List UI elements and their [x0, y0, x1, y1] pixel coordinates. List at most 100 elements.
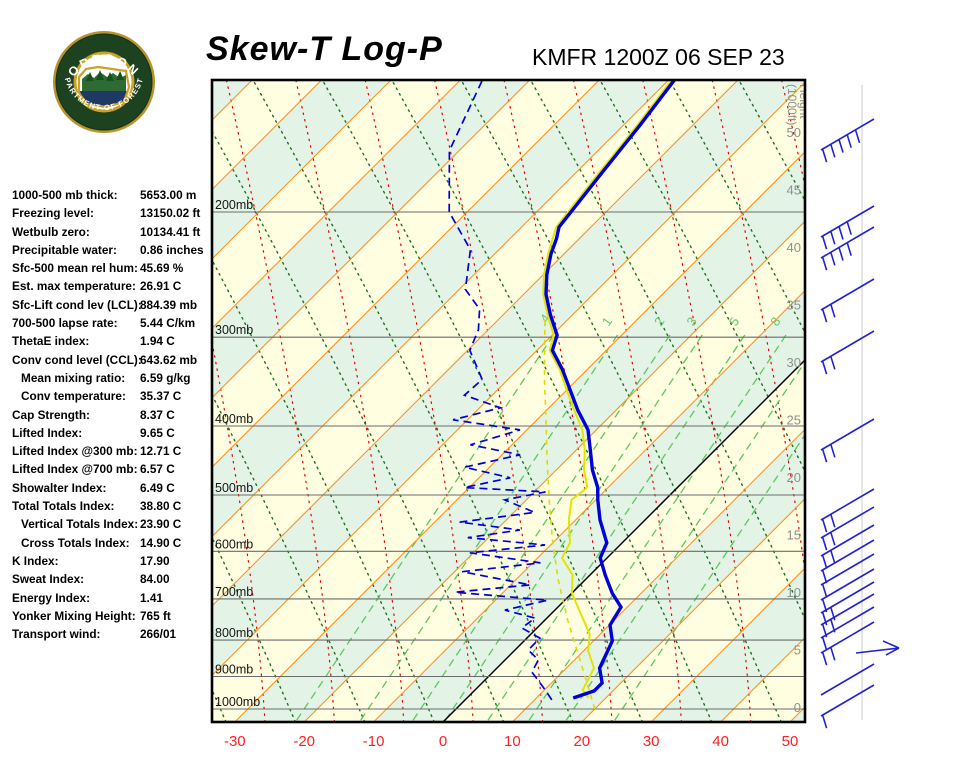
stat-row: ThetaE index: 1.94 C	[12, 332, 212, 350]
dewpoint-line	[448, 80, 553, 701]
pressure-label: 400mb	[215, 412, 253, 426]
x-axis-tick-label: 50	[782, 733, 799, 750]
chart-border	[210, 78, 807, 724]
height-tick-label: 20	[787, 470, 801, 485]
height-tick-label: 15	[787, 528, 801, 543]
stat-value: 6.57 C	[140, 462, 175, 477]
odf-logo: OREGON DEPARTMENT OF FORESTRY	[50, 27, 155, 133]
stat-row: Sfc-Lift cond lev (LCL): 884.39 mb	[12, 296, 212, 314]
pressure-label: 600mb	[215, 537, 253, 551]
x-axis-tick-label: 10	[504, 733, 521, 750]
stat-label: Showalter Index:	[12, 480, 107, 495]
height-tick-label: 40	[787, 240, 801, 255]
stat-label: 1000-500 mb thick:	[12, 188, 118, 202]
stat-label: Total Totals Index:	[12, 499, 115, 514]
stat-value: 266/01	[140, 627, 177, 642]
stat-row: Est. max temperature: 26.91 C	[12, 277, 212, 295]
stat-value: 765 ft	[140, 608, 171, 623]
x-axis-tick-label: 0	[439, 733, 447, 750]
height-tick-label: 0	[794, 700, 801, 715]
stat-row: Cross Totals Index: 14.90 C	[12, 534, 212, 552]
height-tick-label: 5	[794, 643, 801, 658]
stat-label: Energy Index:	[12, 590, 91, 605]
stat-label: Lifted Index:	[12, 425, 83, 440]
stat-label: Cross Totals Index:	[21, 535, 130, 550]
page-title: Skew-T Log-P	[206, 30, 443, 68]
stat-value: 12.71 C	[140, 444, 182, 459]
height-tick-label: 30	[787, 355, 801, 370]
stat-row: Lifted Index: 9.65 C	[12, 424, 212, 442]
stat-row: Conv temperature: 35.37 C	[12, 387, 212, 405]
height-tick-label: 35	[787, 298, 801, 313]
stat-value: 35.37 C	[140, 389, 182, 404]
x-axis-tick-label: 40	[712, 733, 729, 750]
pressure-label: 700mb	[215, 585, 253, 599]
stat-value: 26.91 C	[140, 279, 182, 294]
stat-row: Sfc-500 mean rel hum: 45.69 %	[12, 259, 212, 277]
stat-value: 38.80 C	[140, 499, 182, 514]
stat-label: ThetaE index:	[12, 334, 90, 349]
wetbulb-line	[542, 80, 673, 699]
chart-plot-area: .4 1 2 3 5 8200mb300mb400mb500mb600mb700mb800…	[212, 80, 805, 722]
stat-row: Sweat Index: 84.00	[12, 570, 212, 588]
stat-value: 84.00	[140, 572, 170, 587]
stat-label: Yonker Mixing Height:	[12, 608, 136, 623]
stat-row: Total Totals Index: 38.80 C	[12, 497, 212, 515]
stat-value: 884.39 mb	[140, 297, 198, 312]
stat-row: K Index: 17.90	[12, 552, 212, 570]
station-datetime: KMFR 1200Z 06 SEP 23	[532, 44, 785, 70]
stat-label: Est. max temperature:	[12, 279, 136, 294]
pressure-label: 900mb	[215, 663, 253, 677]
stat-value: 0.86 inches	[140, 242, 204, 257]
stat-value: 6.49 C	[140, 480, 175, 495]
stat-row: Yonker Mixing Height: 765 ft	[12, 607, 212, 625]
stat-row: Cap Strength: 8.37 C	[12, 406, 212, 424]
height-tick-label: 50	[787, 125, 801, 140]
stat-label: Freezing level:	[12, 206, 94, 221]
stat-label: Conv cond level (CCL):	[12, 352, 142, 367]
stat-label: Conv temperature:	[21, 389, 126, 404]
stat-row: Lifted Index @300 mb: 12.71 C	[12, 442, 212, 460]
x-axis-tick-label: 20	[573, 733, 590, 750]
stat-row: Mean mixing ratio: 6.59 g/kg	[12, 369, 212, 387]
stat-row: Conv cond level (CCL): 643.62 mb	[12, 351, 212, 369]
stat-row: Showalter Index: 6.49 C	[12, 479, 212, 497]
stat-label: K Index:	[12, 553, 59, 568]
stat-row: 700-500 lapse rate: 5.44 C/km	[12, 314, 212, 332]
height-tick-label: 45	[787, 183, 801, 198]
pressure-label: 200mb	[215, 198, 253, 212]
stat-value: 643.62 mb	[140, 352, 198, 367]
stat-label: Lifted Index @300 mb:	[12, 444, 138, 459]
stat-value: 10134.41 ft	[140, 224, 201, 239]
stat-label: Lifted Index @700 mb:	[12, 462, 138, 477]
height-tick-label: 25	[787, 413, 801, 428]
stat-row: Freezing level: 13150.02 ft	[12, 204, 212, 222]
stat-row: Lifted Index @700 mb: 6.57 C	[12, 460, 212, 478]
wind-barbs	[820, 118, 900, 729]
stat-row: Vertical Totals Index: 23.90 C	[12, 515, 212, 533]
stat-value: 5.44 C/km	[140, 316, 196, 331]
stat-value: 13150.02 ft	[140, 206, 201, 221]
stat-value: 23.90 C	[140, 517, 182, 532]
stat-row: 1000-500 mb thick: 5653.00 m	[12, 186, 212, 204]
stat-row: Transport wind: 266/01	[12, 625, 212, 643]
temperature-line	[544, 80, 677, 700]
stat-row: Wetbulb zero: 10134.41 ft	[12, 223, 212, 241]
parcel-line	[543, 318, 596, 710]
stat-value: 5653.00 m	[140, 188, 197, 202]
x-axis-tick-label: -30	[224, 733, 246, 750]
stat-row: Precipitable water: 0.86 inches	[12, 241, 212, 259]
odf-logo-scene	[77, 65, 131, 109]
stats-panel: 1000-500 mb thick: 5653.00 m Freezing leve…	[12, 186, 212, 643]
pressure-label: 1000mb	[215, 695, 260, 709]
stat-label: Mean mixing ratio:	[21, 370, 126, 385]
stat-label: Sweat Index:	[12, 572, 85, 587]
stat-label: Sfc-Lift cond lev (LCL):	[12, 297, 142, 312]
x-axis-tick-label: -20	[293, 733, 315, 750]
stat-value: 17.90	[140, 553, 170, 568]
pressure-label: 500mb	[215, 481, 253, 495]
stat-value: 1.41	[140, 590, 163, 605]
stat-value: 14.90 C	[140, 535, 182, 550]
